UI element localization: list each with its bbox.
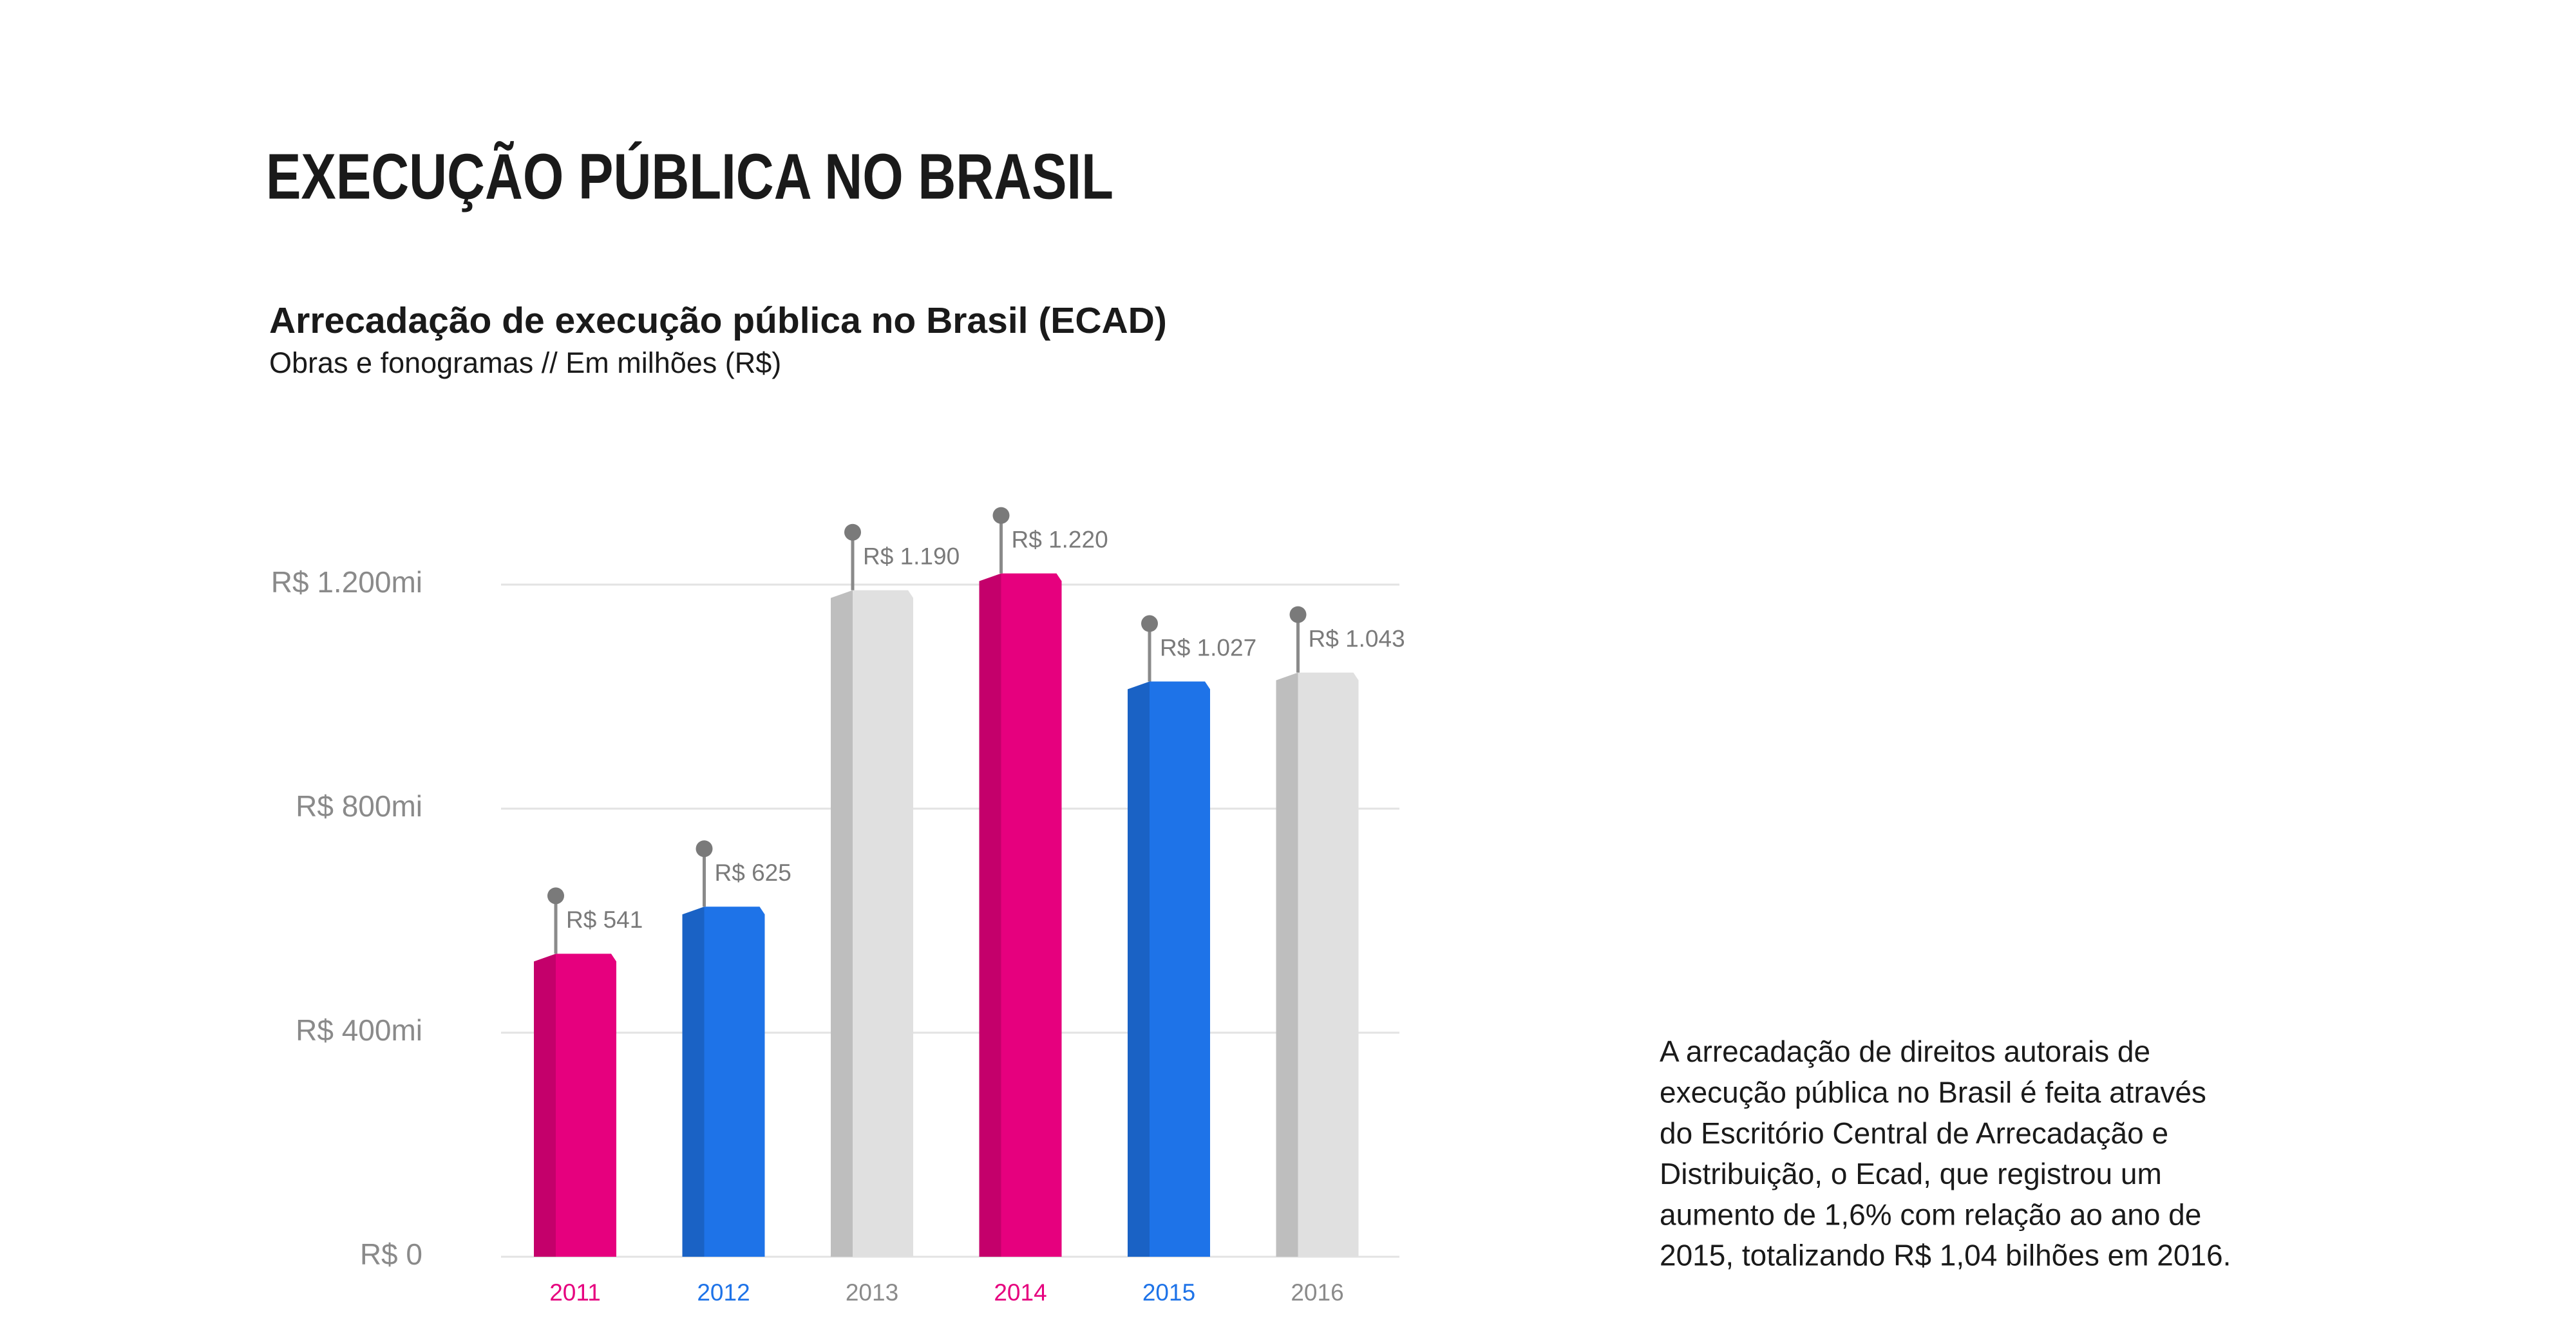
y-tick-label: R$ 400mi [296,1013,422,1047]
bar [1298,672,1359,1257]
pin-head [547,887,564,905]
annotation-line: 2015, totalizando R$ 1,04 bilhões em 201… [1660,1239,2231,1272]
x-tick-label: 2014 [994,1279,1046,1306]
annotation-line: aumento de 1,6% com relação ao ano de [1660,1198,2201,1231]
bar [704,907,765,1257]
pin-head [1141,615,1158,632]
bar-side [682,907,705,1257]
pin-head [696,840,713,858]
pin-head [1289,606,1307,623]
y-tick-label: R$ 1.200mi [271,565,422,599]
bar-side [979,573,1001,1257]
chart-title: Arrecadação de execução pública no Brasi… [269,300,1167,341]
value-label: R$ 1.027 [1160,634,1256,661]
x-tick-label: 2012 [697,1279,750,1306]
page-title: EXECUÇÃO PÚBLICA NO BRASIL [266,140,1113,212]
bar [853,590,913,1257]
annotation-line: Distribuição, o Ecad, que registrou um [1660,1157,2162,1190]
value-label: R$ 1.043 [1309,625,1405,652]
chart-subtitle: Obras e fonogramas // Em milhões (R$) [269,346,781,379]
bar-side [534,954,556,1257]
bar-side [1128,681,1150,1257]
x-tick-label: 2016 [1291,1279,1343,1306]
value-label: R$ 1.190 [863,543,960,569]
bar [556,954,616,1257]
annotation-line: do Escritório Central de Arrecadação e [1660,1116,2168,1150]
y-tick-label: R$ 800mi [296,789,422,823]
annotation-line: execução pública no Brasil é feita atrav… [1660,1075,2206,1109]
pin-head [992,507,1010,524]
annotation-line: A arrecadação de direitos autorais de [1660,1035,2150,1068]
pin-head [844,523,861,541]
bar-side [831,590,853,1257]
y-tick-label: R$ 0 [360,1237,422,1271]
x-tick-label: 2013 [846,1279,898,1306]
bar [1150,681,1210,1257]
value-label: R$ 625 [715,860,791,886]
bar-side [1276,672,1298,1257]
x-tick-label: 2011 [549,1279,601,1306]
value-label: R$ 541 [566,907,643,933]
value-label: R$ 1.220 [1012,526,1108,552]
x-tick-label: 2015 [1142,1279,1195,1306]
bar [1001,573,1062,1257]
